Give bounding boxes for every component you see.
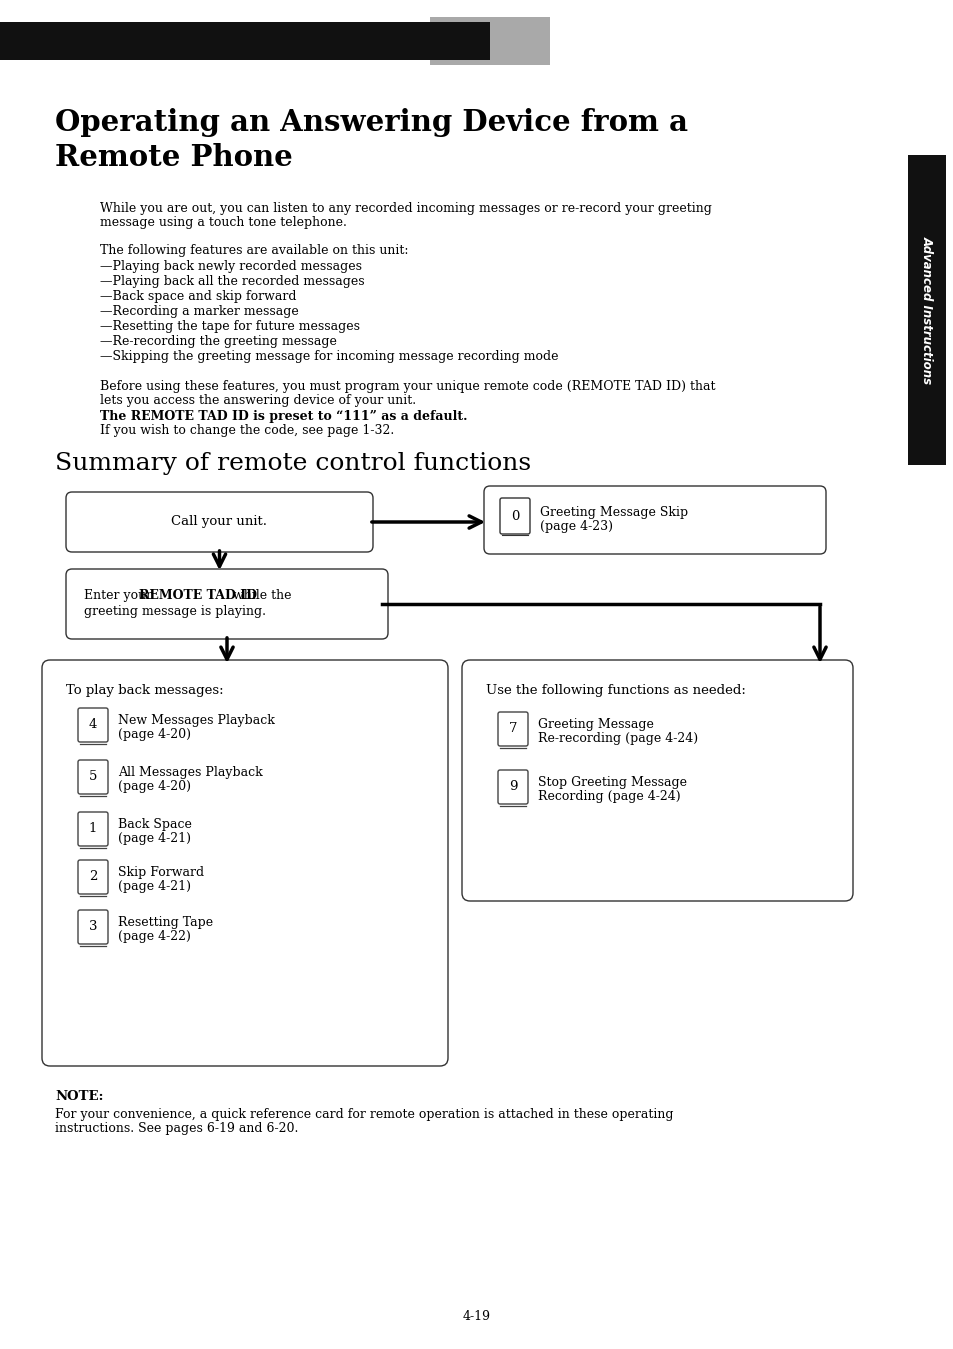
Text: Operating an Answering Device from a: Operating an Answering Device from a xyxy=(55,108,687,138)
Text: —Playing back all the recorded messages: —Playing back all the recorded messages xyxy=(100,275,364,287)
Text: Greeting Message: Greeting Message xyxy=(537,718,653,731)
Text: Call your unit.: Call your unit. xyxy=(172,515,267,529)
FancyBboxPatch shape xyxy=(78,861,108,894)
Text: Remote Phone: Remote Phone xyxy=(55,143,293,173)
Text: Use the following functions as needed:: Use the following functions as needed: xyxy=(485,684,745,697)
FancyBboxPatch shape xyxy=(430,18,550,65)
FancyBboxPatch shape xyxy=(78,812,108,846)
Text: —Resetting the tape for future messages: —Resetting the tape for future messages xyxy=(100,320,359,333)
FancyBboxPatch shape xyxy=(66,569,388,639)
Text: Greeting Message Skip: Greeting Message Skip xyxy=(539,506,687,519)
Text: (page 4-22): (page 4-22) xyxy=(118,929,191,943)
Text: Resetting Tape: Resetting Tape xyxy=(118,916,213,929)
Text: If you wish to change the code, see page 1-32.: If you wish to change the code, see page… xyxy=(100,424,394,437)
Text: Skip Forward: Skip Forward xyxy=(118,866,204,880)
Text: 3: 3 xyxy=(89,920,97,934)
Text: Advanced Instructions: Advanced Instructions xyxy=(920,236,933,384)
FancyBboxPatch shape xyxy=(483,486,825,554)
Text: All Messages Playback: All Messages Playback xyxy=(118,766,262,778)
FancyBboxPatch shape xyxy=(78,911,108,944)
Text: —Re-recording the greeting message: —Re-recording the greeting message xyxy=(100,335,336,348)
Text: Summary of remote control functions: Summary of remote control functions xyxy=(55,452,531,475)
FancyBboxPatch shape xyxy=(78,708,108,742)
Text: Back Space: Back Space xyxy=(118,817,192,831)
Text: Stop Greeting Message: Stop Greeting Message xyxy=(537,776,686,789)
Text: (page 4-23): (page 4-23) xyxy=(539,519,613,533)
Text: Before using these features, you must program your unique remote code (REMOTE TA: Before using these features, you must pr… xyxy=(100,380,715,393)
Text: 0: 0 xyxy=(510,510,518,522)
FancyBboxPatch shape xyxy=(78,759,108,795)
Text: 9: 9 xyxy=(508,781,517,793)
FancyBboxPatch shape xyxy=(499,498,530,534)
FancyBboxPatch shape xyxy=(461,660,852,901)
Text: The following features are available on this unit:: The following features are available on … xyxy=(100,244,408,258)
FancyBboxPatch shape xyxy=(66,492,373,552)
Text: (page 4-21): (page 4-21) xyxy=(118,832,191,844)
Text: instructions. See pages 6-19 and 6-20.: instructions. See pages 6-19 and 6-20. xyxy=(55,1122,298,1135)
FancyBboxPatch shape xyxy=(907,155,945,465)
Text: 7: 7 xyxy=(508,723,517,735)
Text: For your convenience, a quick reference card for remote operation is attached in: For your convenience, a quick reference … xyxy=(55,1108,673,1121)
Text: —Skipping the greeting message for incoming message recording mode: —Skipping the greeting message for incom… xyxy=(100,349,558,363)
Text: REMOTE TAD ID: REMOTE TAD ID xyxy=(139,590,256,602)
Text: (page 4-20): (page 4-20) xyxy=(118,780,191,793)
Text: —Recording a marker message: —Recording a marker message xyxy=(100,305,298,318)
FancyBboxPatch shape xyxy=(497,770,527,804)
Text: 4-19: 4-19 xyxy=(462,1310,491,1323)
FancyBboxPatch shape xyxy=(497,712,527,746)
Text: lets you access the answering device of your unit.: lets you access the answering device of … xyxy=(100,394,416,407)
FancyBboxPatch shape xyxy=(42,660,448,1066)
Text: greeting message is playing.: greeting message is playing. xyxy=(84,604,266,618)
Text: (page 4-21): (page 4-21) xyxy=(118,880,191,893)
Text: Recording (page 4-24): Recording (page 4-24) xyxy=(537,791,679,803)
Text: Re-recording (page 4-24): Re-recording (page 4-24) xyxy=(537,733,698,745)
Text: 4: 4 xyxy=(89,719,97,731)
Text: While you are out, you can listen to any recorded incoming messages or re-record: While you are out, you can listen to any… xyxy=(100,202,711,214)
Text: (page 4-20): (page 4-20) xyxy=(118,728,191,741)
Text: —Playing back newly recorded messages: —Playing back newly recorded messages xyxy=(100,260,361,272)
Text: message using a touch tone telephone.: message using a touch tone telephone. xyxy=(100,216,347,229)
FancyBboxPatch shape xyxy=(0,22,490,59)
Text: 5: 5 xyxy=(89,770,97,784)
Text: NOTE:: NOTE: xyxy=(55,1090,103,1103)
Text: while the: while the xyxy=(229,590,292,602)
Text: 1: 1 xyxy=(89,823,97,835)
Text: Enter your: Enter your xyxy=(84,590,156,602)
Text: To play back messages:: To play back messages: xyxy=(66,684,223,697)
Text: The REMOTE TAD ID is preset to “111” as a default.: The REMOTE TAD ID is preset to “111” as … xyxy=(100,410,467,424)
Text: New Messages Playback: New Messages Playback xyxy=(118,714,274,727)
Text: —Back space and skip forward: —Back space and skip forward xyxy=(100,290,296,304)
Text: 2: 2 xyxy=(89,870,97,884)
